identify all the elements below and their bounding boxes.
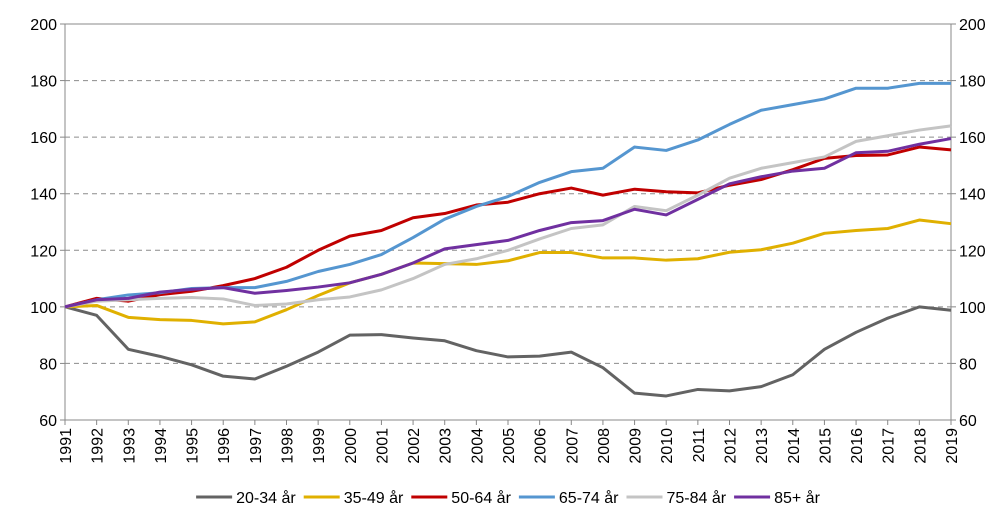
- x-tick-label: 2001: [374, 428, 391, 464]
- legend-label: 20-34 år: [236, 489, 296, 507]
- x-tick-label: 2006: [533, 428, 550, 464]
- x-tick-label: 1997: [248, 428, 265, 464]
- series-line: [64, 218, 952, 326]
- x-tick-label: 2003: [438, 428, 455, 464]
- y-tick-label: 60: [39, 413, 57, 430]
- series-line: [64, 305, 952, 398]
- x-tick-label: 2016: [849, 428, 866, 464]
- x-tick-label: 2000: [343, 428, 360, 464]
- x-tick-label: 2009: [628, 428, 645, 464]
- y-tick-label: 120: [30, 243, 57, 260]
- x-tick-label: 2010: [659, 428, 676, 464]
- x-tick-label: 2002: [406, 428, 423, 464]
- y2-tick-label: 100: [959, 300, 986, 317]
- x-tick-label: 1992: [90, 428, 107, 464]
- x-tick-label: 1993: [121, 428, 138, 464]
- y2-tick-label: 180: [959, 74, 986, 91]
- y-tick-label: 180: [30, 74, 57, 91]
- x-tick-label: 1996: [216, 428, 233, 464]
- y-tick-label: 100: [30, 300, 57, 317]
- x-tick-label: 1999: [311, 428, 328, 464]
- x-tick-label: 2014: [786, 428, 803, 464]
- series-line: [64, 145, 952, 309]
- legend-label: 35-49 år: [344, 489, 404, 507]
- y2-tick-label: 140: [959, 187, 986, 204]
- legend-label: 65-74 år: [559, 489, 619, 507]
- y2-tick-label: 80: [959, 356, 977, 373]
- x-tick-label: 2019: [944, 428, 961, 464]
- y-tick-label: 200: [30, 17, 57, 34]
- x-tick-label: 1998: [280, 428, 297, 464]
- series-line: [64, 124, 952, 309]
- legend-label: 75-84 år: [666, 489, 726, 507]
- x-tick-label: 1991: [58, 428, 75, 464]
- x-tick-label: 2013: [754, 428, 771, 464]
- y2-tick-label: 160: [959, 130, 986, 147]
- y-tick-label: 160: [30, 130, 57, 147]
- series-line: [64, 81, 951, 309]
- x-tick-label: 1995: [185, 428, 202, 464]
- x-tick-label: 2017: [881, 428, 898, 464]
- x-tick-label: 2015: [817, 428, 834, 464]
- x-tick-label: 2012: [723, 428, 740, 464]
- y2-tick-label: 60: [959, 413, 977, 430]
- x-tick-label: 2007: [564, 428, 581, 464]
- x-tick-label: 2005: [501, 428, 518, 464]
- legend: 20-34 år 35-49 år 50-64 år 65-74 år 75-84 år…: [196, 489, 821, 507]
- y2-tick-label: 120: [959, 243, 986, 260]
- legend-label: 50-64 år: [451, 489, 511, 507]
- x-tick-label: 2008: [596, 428, 613, 464]
- x-tick-label: 2018: [912, 428, 929, 464]
- x-tick-label: 2004: [469, 428, 486, 464]
- series-line: [64, 137, 952, 309]
- legend-label: 85+ år: [774, 489, 820, 507]
- y-tick-label: 80: [39, 356, 57, 373]
- y2-tick-label: 200: [959, 17, 986, 34]
- y-tick-label: 140: [30, 187, 57, 204]
- x-tick-label: 2011: [691, 428, 708, 463]
- x-tick-label: 1994: [153, 428, 170, 464]
